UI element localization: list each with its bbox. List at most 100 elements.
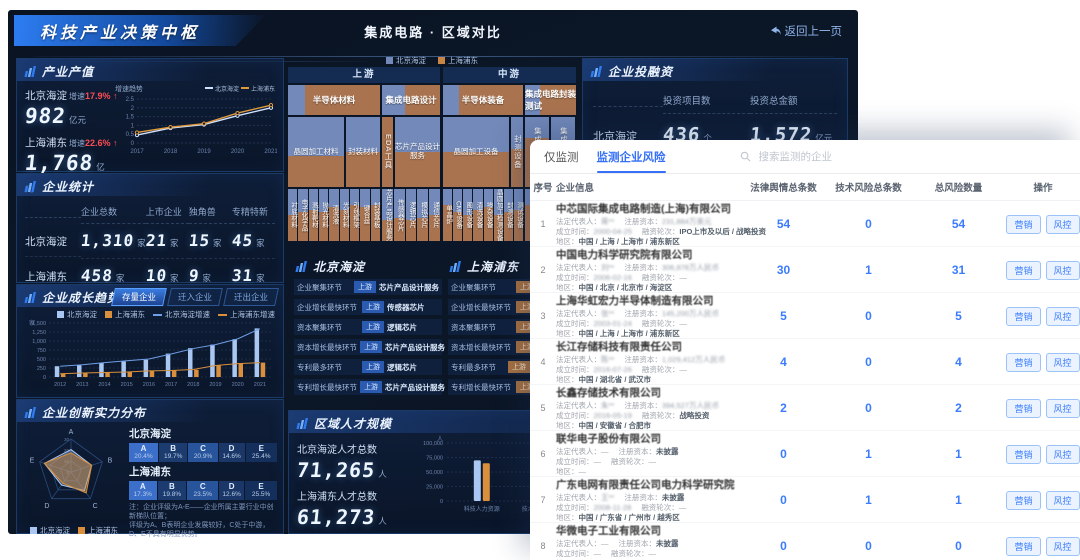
total-risk-count[interactable]: 1: [955, 447, 962, 461]
total-risk-count[interactable]: 4: [955, 355, 962, 369]
chain-leaf-label: 掺杂设备: [485, 202, 493, 228]
growth-filter-button[interactable]: 迁入企业: [167, 288, 223, 306]
chain-leaf-item: 传感器芯片: [393, 189, 405, 241]
legal-risk-count[interactable]: 0: [780, 539, 787, 553]
marketing-button[interactable]: 营销: [1006, 444, 1041, 464]
grade-cell: C 23.5%: [187, 481, 219, 500]
risk-control-button[interactable]: 风控: [1045, 260, 1080, 280]
growth-filter-button[interactable]: 存量企业: [111, 288, 167, 306]
legal-risk-count[interactable]: 2: [780, 401, 787, 415]
total-risk-count[interactable]: 1: [955, 493, 962, 507]
grade-bar: A 17.3% B 19.8% C 23.5% D 12.6% E 25.5%: [129, 481, 277, 500]
risk-control-button[interactable]: 风控: [1045, 444, 1080, 464]
risk-control-button[interactable]: 风控: [1045, 536, 1080, 556]
stats-table: 企业总数 上市企业 独角兽 专精特新 北京海淀 1,310 家 21 家 15 家 45 家上海浦东 45…: [17, 196, 283, 293]
growth-filter-button[interactable]: 迁出企业: [223, 288, 279, 306]
marketing-button[interactable]: 营销: [1006, 306, 1041, 326]
row-index: 4: [540, 357, 546, 367]
grade-cell: C 20.9%: [188, 443, 218, 462]
legal-risk-count[interactable]: 0: [780, 447, 787, 461]
svg-text:2017: 2017: [130, 149, 144, 155]
legal-risk-count[interactable]: 0: [780, 493, 787, 507]
stat-value: 15 家: [187, 224, 232, 259]
grade-percent: 12.6%: [222, 490, 241, 498]
legal-risk-count[interactable]: 4: [780, 355, 787, 369]
tech-risk-count[interactable]: 0: [865, 309, 872, 323]
stat-number: 15: [187, 231, 212, 250]
tab-enterprise-risk[interactable]: 监测企业风险: [596, 140, 666, 173]
tech-risk-count[interactable]: 1: [865, 493, 872, 507]
legal-risk-count[interactable]: 54: [776, 217, 791, 231]
chain-leaf-row: 单晶炉 CMP设备 图形设备 清洗设备 掺杂设备 晶圆加工检测设备 封测设备 测试设备: [443, 189, 523, 241]
chain-section-header: 中游: [443, 67, 576, 83]
tech-risk-count[interactable]: 1: [865, 447, 872, 461]
grade-letter: C: [199, 481, 206, 491]
back-button[interactable]: 返回上一页: [770, 23, 842, 39]
search-box[interactable]: [740, 149, 911, 164]
risk-control-button[interactable]: 风控: [1045, 352, 1080, 372]
marketing-button[interactable]: 营销: [1006, 536, 1041, 556]
talent-stat-label: 上海浦东人才总数: [297, 492, 377, 503]
total-risk-count[interactable]: 2: [955, 401, 962, 415]
tech-risk-count[interactable]: 0: [865, 217, 872, 231]
chain-mid-item: 晶圆加工材料: [288, 117, 344, 187]
risk-control-button[interactable]: 风控: [1045, 306, 1080, 326]
grade-percent: 14.6%: [222, 452, 241, 460]
legal-risk-count[interactable]: 30: [776, 263, 791, 277]
chain-legend: 北京海淀 上海浦东: [288, 54, 576, 67]
chain-category-label: 集成电路设计: [385, 95, 437, 105]
row-actions: 营销 风控: [1006, 536, 1080, 556]
field-value: IPO上市及以后 / 战略投资: [679, 227, 767, 236]
hotspot-value: 芯片产品设计服务: [385, 342, 445, 352]
company-detail-line: 法定代表人：刘** 注册资本：306,878万人民币: [556, 263, 741, 273]
panel-growth-trend: 企业成长趋势 存量企业 迁入企业 迁出企业 北京海淀 上海浦东 北京海淀增速 上海浦东增速…: [16, 284, 284, 398]
company-detail-line: 法定代表人：蒋** 注册资本：231,884万美元: [556, 217, 741, 227]
stat-unit: 家: [202, 273, 211, 283]
tech-risk-count[interactable]: 0: [865, 355, 872, 369]
company-detail-line: 成立时间：2008-11-28 融资轮次：—: [556, 503, 741, 513]
row-name: 北京海淀: [593, 130, 637, 143]
chain-leaf-item: 封测设备: [503, 189, 513, 241]
chain-leaf-label: 芯片产品设计服务: [384, 189, 392, 241]
risk-control-button[interactable]: 风控: [1045, 490, 1080, 510]
svg-text:家: 家: [29, 319, 35, 327]
tab-only-monitored[interactable]: 仅监测: [544, 151, 579, 164]
region-name: 上海浦东 增速22.6% ↑: [25, 135, 118, 150]
total-risk-count[interactable]: 5: [955, 309, 962, 323]
chain-section: 上游 半导体材料 晶圆加工材料 封装材料 衬底材料 电子化学品 溅射靶材 抛光材料 清洗液 光刻材…: [288, 67, 440, 241]
tech-risk-count[interactable]: 1: [865, 263, 872, 277]
beijing-share: [513, 189, 523, 210]
field-label: 法定代表人：: [556, 355, 601, 364]
company-detail-line: 成立时间：— 融资轮次：—: [556, 457, 741, 467]
total-risk-count[interactable]: 0: [955, 539, 962, 553]
beijing-share: [288, 85, 305, 115]
panel-title: 企业成长趋势: [42, 290, 121, 305]
total-risk-count[interactable]: 31: [951, 263, 966, 277]
field-value: —: [578, 467, 587, 476]
search-input[interactable]: [756, 149, 911, 164]
legend-label: 北京海淀: [396, 56, 426, 65]
risk-control-button[interactable]: 风控: [1045, 398, 1080, 418]
marketing-button[interactable]: 营销: [1006, 214, 1041, 234]
beijing-share: [453, 189, 463, 213]
marketing-button[interactable]: 营销: [1006, 398, 1041, 418]
legend-swatch: [30, 527, 37, 534]
tech-risk-count[interactable]: 0: [865, 539, 872, 553]
output-value: 1,768: [23, 151, 95, 175]
risk-control-button[interactable]: 风控: [1045, 214, 1080, 234]
chain-leaf-label: 模拟芯片: [419, 202, 427, 228]
marketing-button[interactable]: 营销: [1006, 352, 1041, 372]
field-label: 融资轮次：: [611, 549, 649, 558]
beijing-share: [525, 117, 549, 138]
field-label: 注册资本：: [624, 309, 662, 318]
svg-text:1.5: 1.5: [126, 115, 135, 121]
beijing-share: [473, 189, 483, 210]
svg-text:D: D: [44, 503, 49, 510]
tech-risk-count[interactable]: 0: [865, 401, 872, 415]
marketing-button[interactable]: 营销: [1006, 260, 1041, 280]
total-risk-count[interactable]: 54: [951, 217, 966, 231]
grade-percent: 25.4%: [252, 452, 271, 460]
legal-risk-count[interactable]: 5: [780, 309, 787, 323]
marketing-button[interactable]: 营销: [1006, 490, 1041, 510]
